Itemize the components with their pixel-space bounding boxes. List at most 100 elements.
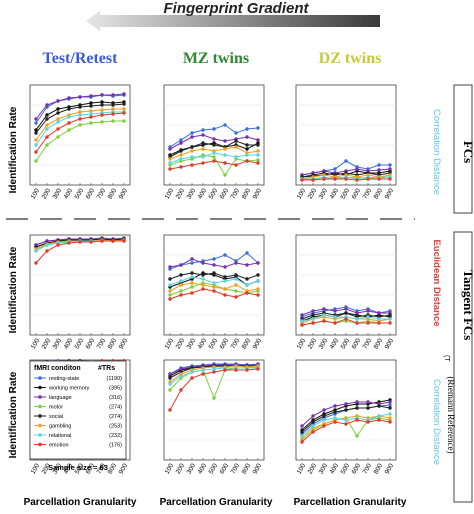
panel-r2-c1: 100 200 300 400 500 600 700 800 900 (163, 359, 265, 475)
legend-item-3: motor (274) (34, 405, 122, 411)
data-point (168, 161, 172, 165)
legend-item-trs: (274) (109, 405, 122, 411)
correlation-distance-label-3: Correlation Distance (431, 379, 442, 465)
data-point (322, 307, 326, 311)
x-tick-label: 300 (52, 187, 64, 200)
data-point (223, 293, 227, 297)
data-point (234, 131, 238, 135)
data-point (388, 317, 392, 321)
data-point (111, 107, 115, 111)
data-point (201, 283, 205, 287)
data-point (223, 253, 227, 257)
data-point (56, 99, 60, 103)
riemann-reference-label: (Riemann Reference) (446, 376, 456, 453)
data-point (311, 430, 315, 434)
data-point (111, 103, 115, 107)
x-tick-label: 800 (107, 187, 119, 200)
data-point (333, 321, 337, 325)
x-tick-label: 600 (351, 187, 363, 200)
data-point (344, 317, 348, 321)
data-point (212, 396, 216, 400)
legend-item-6: relational (232) (34, 433, 122, 439)
x-tick-label: 700 (230, 462, 242, 475)
data-point (377, 321, 381, 325)
x-tick-label: 900 (118, 187, 130, 200)
x-tick-label: 800 (241, 337, 253, 350)
data-point (190, 370, 194, 374)
x-tick-label: 100 (164, 187, 176, 200)
x-tick-label: 600 (219, 462, 231, 475)
x-tick-label: 700 (96, 337, 108, 350)
data-point (300, 323, 304, 327)
column-title-test-retest: Test/Retest (43, 50, 119, 67)
right-side-labels: FCs Correlation Distance Tangent FCs (Ri… (431, 84, 474, 503)
data-point (300, 319, 304, 323)
x-tick-label: 800 (373, 187, 385, 200)
legend-swatch-marker (38, 404, 42, 409)
x-axis-labels: Parcellation Granularity Parcellation Gr… (24, 497, 407, 508)
data-point (201, 287, 205, 291)
data-point (190, 281, 194, 285)
data-point (168, 382, 172, 386)
x-tick-label: 900 (118, 462, 130, 475)
data-point (67, 107, 71, 111)
x-tick-label: 100 (30, 337, 42, 350)
data-point (212, 257, 216, 261)
data-point (34, 121, 38, 125)
data-point (78, 117, 82, 121)
data-point (366, 321, 370, 325)
data-point (168, 293, 172, 297)
data-point (45, 123, 49, 127)
data-point (212, 155, 216, 159)
data-point (245, 277, 249, 281)
x-tick-label: 100 (164, 462, 176, 475)
data-point (256, 261, 260, 265)
data-point (234, 368, 238, 372)
x-tick-label: 400 (197, 337, 209, 350)
data-point (366, 309, 370, 313)
data-point (56, 117, 60, 121)
legend-swatch-marker (38, 395, 42, 399)
data-point (311, 178, 315, 182)
data-point (122, 107, 126, 111)
data-point (201, 273, 205, 277)
x-tick-label: 300 (186, 462, 198, 475)
data-point (355, 311, 359, 315)
legend-swatch-marker (38, 414, 42, 418)
x-tick-label: 700 (230, 187, 242, 200)
data-point (201, 147, 205, 151)
data-point (245, 135, 249, 139)
data-point (190, 261, 194, 265)
data-point (388, 406, 392, 410)
data-point (34, 249, 38, 253)
legend-item-trs: (1190) (107, 376, 123, 382)
data-point (333, 404, 337, 408)
legend-item-trs: (176) (109, 443, 122, 449)
data-point (212, 370, 216, 374)
data-point (122, 119, 126, 123)
x-tick-label: 400 (329, 187, 341, 200)
panel-r0-c2: 100 200 300 400 500 600 700 800 900 (295, 84, 397, 200)
panel-r0-c1: 100 200 300 400 500 600 700 800 900 (163, 84, 265, 200)
data-point (234, 139, 238, 143)
data-point (45, 143, 49, 147)
data-point (56, 120, 60, 124)
data-point (190, 257, 194, 261)
data-point (168, 265, 172, 269)
x-tick-label: 200 (175, 462, 187, 475)
x-tick-label: 900 (252, 337, 264, 350)
data-point (234, 295, 238, 299)
data-point (322, 408, 326, 412)
data-point (366, 406, 370, 410)
data-point (311, 420, 315, 424)
x-tick-label: 300 (186, 337, 198, 350)
data-point (56, 107, 60, 111)
data-point (34, 261, 38, 265)
data-point (377, 168, 381, 172)
data-point (212, 281, 216, 285)
data-point (190, 275, 194, 279)
fingerprint-gradient-header: Fingerprint Gradient (86, 0, 380, 31)
data-point (333, 167, 337, 171)
legend-item-label: gambling (49, 424, 71, 430)
data-point (67, 115, 71, 119)
